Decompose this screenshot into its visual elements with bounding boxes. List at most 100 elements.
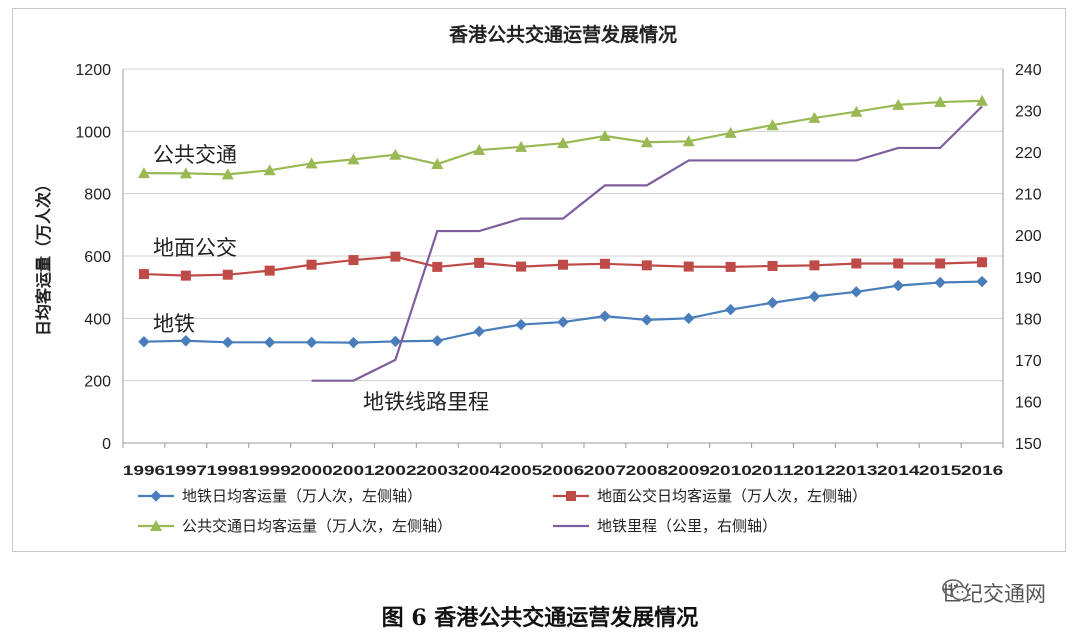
y-tick-label: 600 <box>84 249 111 266</box>
data-point <box>473 325 485 338</box>
data-point <box>893 258 904 269</box>
y2-tick-label: 210 <box>1015 187 1042 204</box>
data-point <box>516 261 527 272</box>
data-point <box>725 261 736 272</box>
data-point <box>976 94 989 106</box>
data-point <box>222 336 234 349</box>
x-tick-label: 2007 <box>584 462 627 478</box>
x-tick-label: 2000 <box>290 462 333 478</box>
legend-entry: 地面公交日均客运量（万人次，左侧轴） <box>597 487 867 505</box>
data-point <box>347 336 360 349</box>
y-tick-label: 200 <box>84 374 111 391</box>
x-tick-label: 2008 <box>626 462 669 478</box>
data-point <box>305 157 318 169</box>
y-tick-label: 1200 <box>75 62 111 79</box>
data-point <box>474 257 485 268</box>
data-point <box>348 255 359 266</box>
data-point <box>766 297 779 309</box>
x-tick-label: 2011 <box>751 462 794 478</box>
y2-tick-label: 160 <box>1015 394 1042 411</box>
legend-swatch-marker <box>150 520 162 531</box>
data-point <box>598 130 611 142</box>
data-point <box>473 144 486 156</box>
series-annotation: 地面公交 <box>153 236 237 260</box>
data-point <box>221 168 234 180</box>
y2-tick-label: 240 <box>1015 62 1042 79</box>
x-tick-label: 1997 <box>165 462 208 478</box>
data-point <box>641 260 652 271</box>
data-point <box>850 105 863 117</box>
data-point <box>179 167 192 179</box>
y-tick-label: 800 <box>84 187 111 204</box>
data-point <box>389 148 402 160</box>
series-line-3 <box>311 105 983 382</box>
data-point <box>180 335 192 347</box>
data-point <box>766 119 779 131</box>
chart-frame: 香港公共交通运营发展情况 0 200 400 600 800 1000 1200 150 160 1… <box>12 8 1066 552</box>
y2-tick-label: 170 <box>1015 353 1042 370</box>
series-annotation: 公共交通 <box>153 143 237 167</box>
data-point <box>808 290 821 303</box>
data-point <box>222 269 233 280</box>
data-point <box>851 258 862 269</box>
chart-svg: 香港公共交通运营发展情况 0 200 400 600 800 1000 1200 150 160 1… <box>34 23 1042 535</box>
data-point <box>683 312 695 325</box>
x-tick-label: 2015 <box>919 462 962 478</box>
data-point <box>934 276 946 289</box>
x-tick-label: 1996 <box>123 462 166 478</box>
legend-entry: 地铁日均客运量（万人次，左侧轴） <box>182 487 422 505</box>
x-tick-label: 2001 <box>332 462 375 478</box>
y2-tick-label: 230 <box>1015 104 1042 121</box>
data-point <box>977 257 988 268</box>
data-point <box>767 260 778 271</box>
data-point <box>850 286 863 298</box>
data-point <box>138 269 149 280</box>
data-point <box>389 335 402 348</box>
data-point <box>306 259 317 270</box>
y-tick-label: 1000 <box>75 124 111 141</box>
data-point <box>431 335 443 347</box>
data-point <box>432 261 443 272</box>
data-point <box>180 270 191 281</box>
y2-tick-label: 150 <box>1015 436 1042 453</box>
data-point <box>682 135 695 147</box>
y-tick-label: 0 <box>102 436 111 453</box>
x-tick-label: 2002 <box>374 462 417 478</box>
data-point <box>515 140 528 152</box>
data-point <box>137 167 150 179</box>
data-point <box>934 96 947 108</box>
data-point <box>599 258 610 269</box>
data-point <box>305 336 318 349</box>
data-point <box>683 261 694 272</box>
wechat-icon <box>942 579 969 601</box>
data-point <box>558 259 568 270</box>
x-tick-label: 2012 <box>793 462 836 478</box>
y-tick-label: 400 <box>84 311 111 328</box>
data-point <box>599 310 611 322</box>
series-annotation: 地铁 <box>153 312 195 336</box>
data-point <box>640 136 653 148</box>
data-point <box>935 258 946 269</box>
series-annotation: 地铁线路里程 <box>363 390 489 414</box>
x-tick-label: 2009 <box>668 462 711 478</box>
x-tick-label: 2013 <box>835 462 878 478</box>
data-point <box>515 318 527 331</box>
watermark: 世纪交通网 <box>941 578 1046 608</box>
data-point <box>892 98 905 110</box>
x-tick-label: 1999 <box>248 462 291 478</box>
x-tick-label: 1998 <box>207 462 250 478</box>
x-tick-label: 2016 <box>961 462 1004 478</box>
data-point <box>976 275 988 288</box>
legend-swatch-marker <box>566 491 576 501</box>
x-tick-label: 2004 <box>458 462 501 478</box>
y2-tick-label: 180 <box>1015 311 1042 328</box>
x-tick-label: 2010 <box>709 462 752 478</box>
legend-entry: 公共交通日均客运量（万人次，左侧轴） <box>182 517 452 535</box>
data-point <box>724 303 737 316</box>
legend-swatch-marker <box>150 490 162 502</box>
data-point <box>138 336 150 348</box>
data-point <box>557 137 569 149</box>
y2-tick-label: 200 <box>1015 228 1042 245</box>
figure-caption: 图 6 香港公共交通运营发展情况 <box>381 605 699 631</box>
data-point <box>809 260 820 271</box>
